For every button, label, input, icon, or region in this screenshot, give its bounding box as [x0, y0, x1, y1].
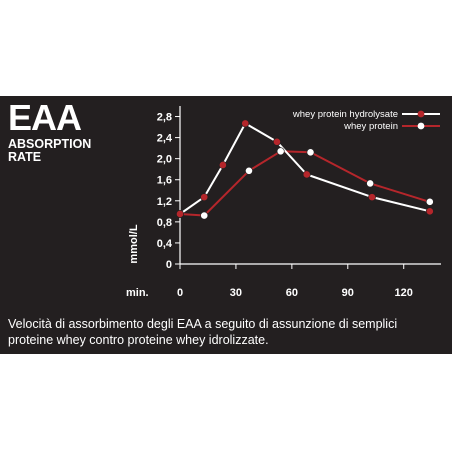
data-point	[425, 207, 434, 216]
x-axis-label: min.	[126, 287, 149, 299]
x-tick-label: 120	[395, 287, 413, 299]
data-point	[276, 147, 285, 156]
data-point	[176, 210, 184, 218]
y-tick-label: 2,4	[157, 133, 173, 145]
series-line-0	[179, 122, 431, 215]
x-tick-label: 90	[342, 287, 354, 299]
data-point	[200, 193, 209, 202]
data-point	[425, 197, 434, 206]
y-tick-label: 0,8	[157, 217, 172, 229]
data-point	[368, 193, 376, 202]
chart-subtitle: ABSORPTION RATE	[8, 138, 108, 164]
x-tick-label: 30	[230, 287, 242, 299]
data-point	[241, 119, 250, 128]
data-point	[200, 211, 209, 220]
y-tick-label: 0	[166, 259, 172, 271]
series-line-1	[179, 150, 431, 217]
y-axis-ticks: 0 0,4 0,8 1,2 1,6 2,0 2,4 2,8	[157, 112, 180, 271]
line-chart: 0 0,4 0,8 1,2 1,6 2,0 2,4 2,8 0 30 60 90 120 mmol/L…	[126, 106, 441, 299]
y-tick-label: 2,0	[157, 154, 172, 166]
chart-caption: Velocità di assorbimento degli EAA a seg…	[8, 317, 398, 347]
x-tick-label: 0	[177, 287, 183, 299]
data-point	[306, 148, 315, 157]
y-tick-label: 1,6	[157, 175, 172, 187]
legend-marker	[417, 122, 425, 130]
data-point	[302, 170, 311, 179]
subtitle-line-2: RATE	[8, 150, 42, 164]
chart-title: EAA	[8, 97, 82, 138]
y-tick-label: 0,4	[157, 238, 173, 250]
y-tick-label: 1,2	[157, 196, 172, 208]
data-point	[366, 179, 375, 188]
chart-axes	[179, 106, 441, 265]
series-layer	[176, 119, 434, 220]
legend-label: whey protein	[343, 121, 398, 132]
legend-label: whey protein hydrolysate	[292, 109, 398, 120]
y-tick-label: 2,8	[157, 112, 172, 124]
x-tick-label: 60	[286, 287, 298, 299]
data-point	[273, 137, 281, 146]
data-point	[218, 161, 227, 169]
chart-panel	[0, 96, 452, 354]
y-axis-label: mmol/L	[128, 224, 140, 263]
data-point	[245, 166, 253, 175]
subtitle-line-1: ABSORPTION	[8, 137, 92, 151]
x-axis-ticks: 0 30 60 90 120	[177, 264, 413, 299]
legend-marker	[417, 110, 425, 118]
